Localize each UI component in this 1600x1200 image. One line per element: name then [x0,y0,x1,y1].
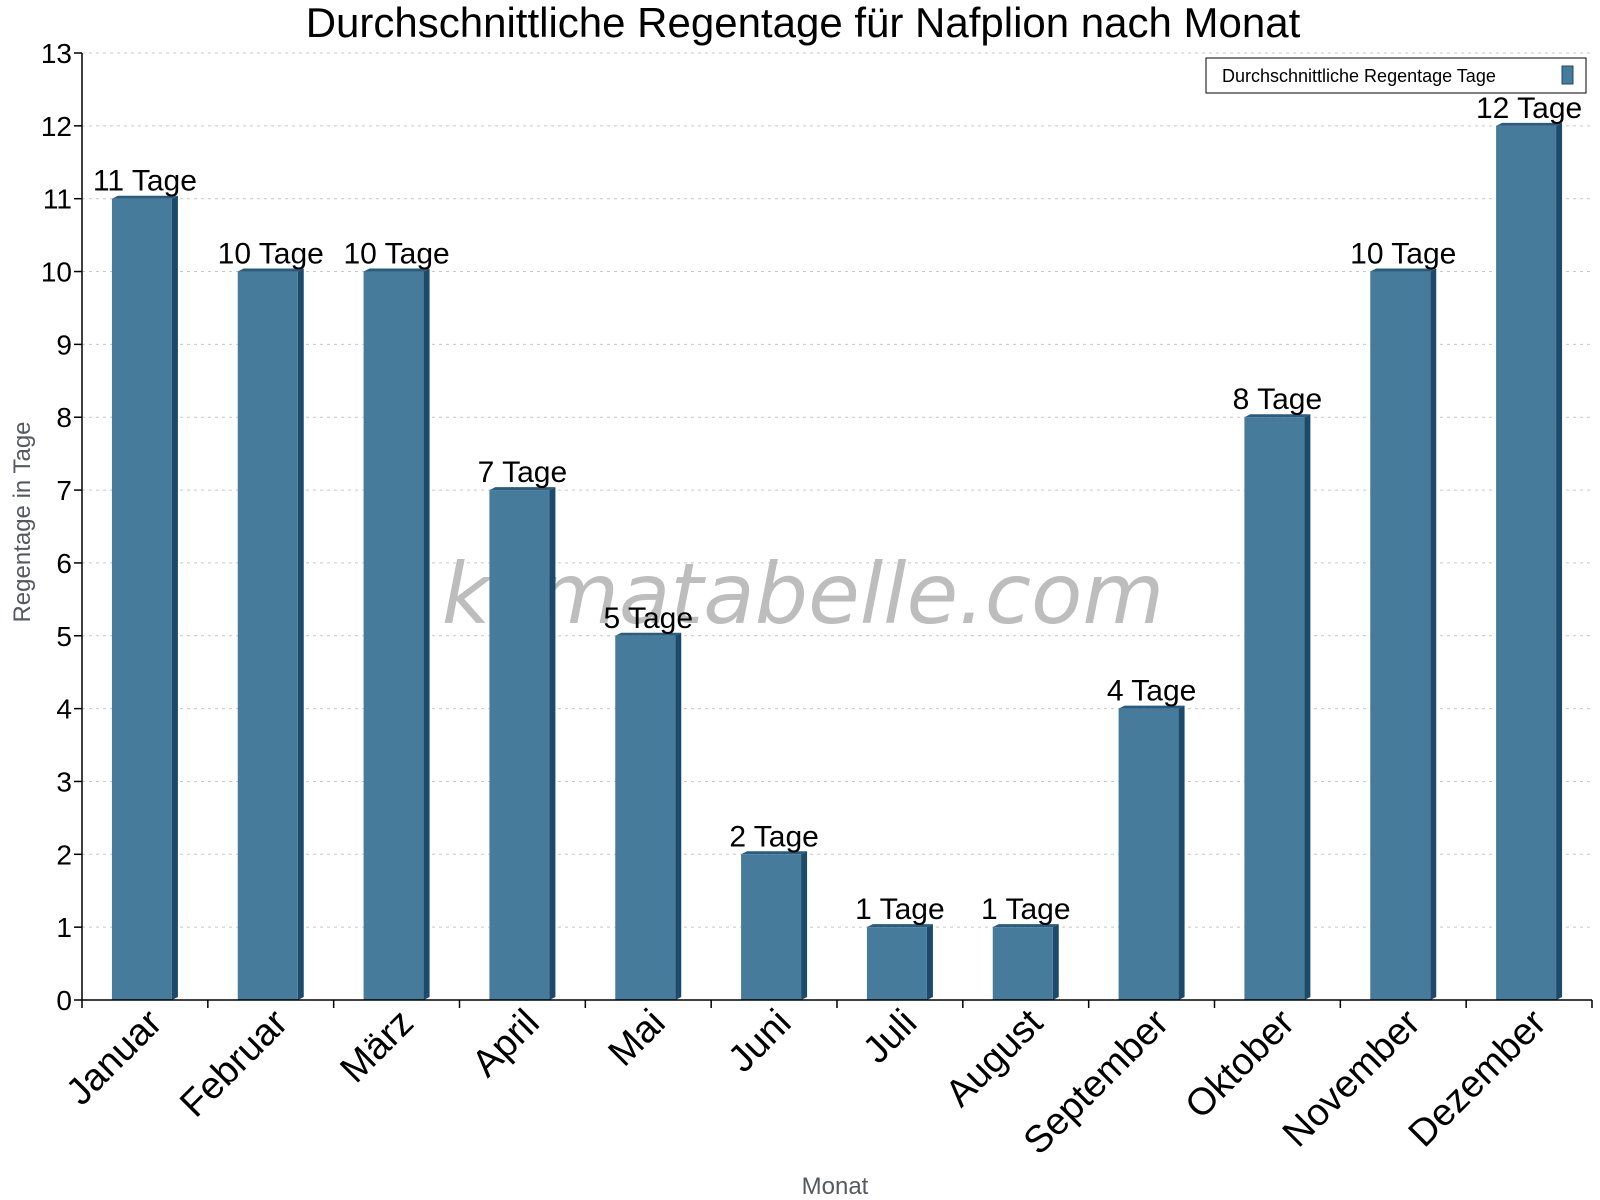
bar-side [801,851,808,1000]
bar-6 [741,851,808,1000]
bar-front [992,927,1053,1000]
grid-layer [82,52,1592,928]
bar-front [1370,271,1431,1000]
bar-front [237,271,298,1000]
x-tick-label: Juni [720,1002,799,1081]
bar-front [1496,125,1557,1001]
bar-top [1244,414,1311,418]
x-tick-label: April [464,1002,547,1085]
bar-top [1370,268,1437,272]
bar-top [237,268,304,272]
bar-3 [363,268,430,1000]
bar-7 [866,924,933,1000]
y-tick-label: 6 [56,548,72,579]
data-label: 8 Tage [1233,383,1323,416]
bar-top [866,924,933,928]
bar-5 [615,632,682,1000]
bar-top [992,924,1059,928]
bar-side [297,268,304,1000]
data-labels-layer: 11 Tage 10 Tage 10 Tage 7 Tage 5 Tage 2 Tage 1… [93,92,1582,926]
y-tick-label: 13 [41,38,72,69]
bar-front [615,635,676,1000]
data-label: 2 Tage [729,820,819,853]
x-tick-label: November [1275,1001,1429,1155]
bar-top [741,851,808,855]
bar-8 [992,924,1059,1000]
bar-side [1304,414,1311,1000]
bar-11 [1370,268,1437,1000]
y-tick-label: 3 [56,766,72,797]
y-tick-label: 5 [56,621,72,652]
bar-9 [1118,705,1185,1000]
data-label: 5 Tage [603,602,693,635]
watermark: klimatabelle.com [442,545,1165,643]
bar-side [1430,268,1437,1000]
bar-front [1244,417,1305,1000]
bar-top [111,195,178,199]
legend: Durchschnittliche Regentage Tage [1205,57,1587,94]
data-label: 12 Tage [1476,92,1582,125]
x-tick-label: Mai [601,1002,674,1075]
y-tick-label: 10 [41,257,72,288]
y-tick-label: 1 [56,912,72,943]
bar-front [1118,708,1179,1000]
bar-top [615,632,682,636]
y-axis-label: Regentage in Tage [9,421,36,622]
bar-top [489,487,556,491]
y-tick-label: 7 [56,475,72,506]
y-tick-label: 9 [56,329,72,360]
data-label: 7 Tage [478,456,568,489]
bar-top [1496,122,1563,126]
bar-front [741,854,802,1000]
bar-side [675,632,682,1000]
data-label: 10 Tage [1350,238,1456,271]
legend-swatch [1561,65,1574,85]
bar-top [363,268,430,272]
bar-2 [237,268,304,1000]
x-tick-label: Juli [855,1002,925,1072]
bar-front [363,271,424,1000]
bar-side [549,487,556,1001]
bar-side [1052,924,1059,1000]
chart-title: Durchschnittliche Regentage für Nafplion… [306,0,1301,46]
bar-12 [1496,122,1563,1001]
bars-layer [111,122,1563,1001]
bar-side [423,268,430,1000]
data-label: 10 Tage [343,238,449,271]
bar-4 [489,487,556,1001]
data-label: 1 Tage [981,893,1071,926]
bar-front [489,490,550,1000]
data-label: 11 Tage [93,165,197,198]
data-label: 10 Tage [218,238,324,271]
bar-side [171,195,178,1000]
bar-side [1556,122,1563,1001]
x-axis-label: Monat [802,1173,869,1200]
legend-label: Durchschnittliche Regentage Tage [1222,66,1496,86]
x-tick-label: März [333,1002,422,1091]
y-tick-label: 4 [56,694,72,725]
x-tick-label: Januar [58,1001,170,1113]
y-tick-label: 2 [56,839,72,870]
x-tick-label: Oktober [1178,1001,1304,1127]
bar-1 [111,195,178,1000]
bar-front [866,927,927,1000]
bar-front [111,198,172,1000]
x-tick-label: Februar [172,1001,296,1125]
bar-10 [1244,414,1311,1000]
data-label: 1 Tage [855,893,945,926]
y-tick-label: 8 [56,402,72,433]
y-tick-label: 11 [43,184,72,215]
legend-box [1205,57,1587,94]
y-tick-label: 12 [41,111,72,142]
y-tick-label: 0 [56,985,72,1016]
data-label: 4 Tage [1107,675,1197,708]
bar-side [926,924,933,1000]
x-tick-label: Dezember [1401,1001,1555,1155]
x-tick-label: August [938,1001,1052,1115]
bar-side [1178,705,1185,1000]
bar-top [1118,705,1185,709]
